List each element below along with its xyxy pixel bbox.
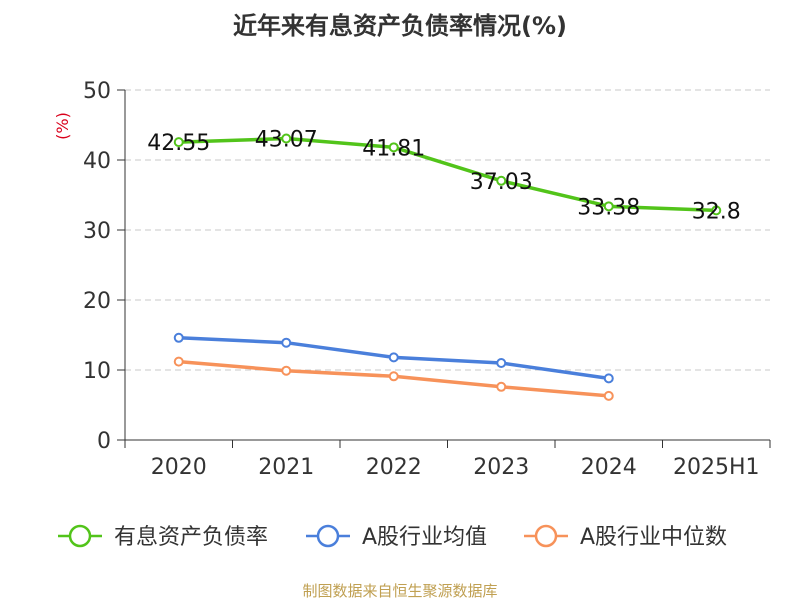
y-axis-unit-label: (%) [53,112,72,140]
gridlines [125,89,770,371]
legend-marker [68,524,92,548]
x-tick-label: 2024 [581,455,637,480]
data-point [603,390,614,401]
data-label: 43.07 [255,128,318,153]
data-point [496,358,507,368]
legend-item[interactable]: 有息资产负债率 [58,524,268,550]
data-label: 33.38 [577,195,640,220]
legend-label: A股行业中位数 [580,525,727,550]
data-point [173,356,184,367]
legend-marker [534,524,558,548]
series-line [178,136,717,213]
data-point [281,133,292,144]
data-point [281,337,292,348]
legend[interactable]: 有息资产负债率 A股行业均值 A股行业中位数 [58,524,727,550]
data-point [388,352,399,363]
x-tick-label: 2021 [258,455,314,480]
data-label: 41.81 [362,136,425,161]
data-point [388,142,399,153]
y-tick-label: 30 [83,219,111,244]
data-label: 37.03 [470,170,533,195]
series-group [173,133,722,401]
series-2 [173,332,614,384]
data-point [496,175,507,186]
data-point [603,373,614,384]
y-tick-label: 40 [83,149,111,174]
series-3 [173,356,614,401]
legend-item[interactable]: A股行业均值 [306,524,487,550]
legend-item[interactable]: A股行业中位数 [524,524,727,550]
source-note: 制图数据来自恒生聚源数据库 [302,582,497,600]
y-tick-label: 20 [83,289,111,314]
x-tick-label: 2023 [473,455,529,480]
data-point [173,137,184,148]
x-tick-label: 2020 [151,455,207,480]
data-point [603,201,614,212]
data-point [496,381,507,392]
x-tick-label: 2022 [366,455,422,480]
data-point [388,371,399,382]
legend-marker [316,524,340,548]
data-point [281,365,292,376]
y-tick-label: 10 [83,359,111,384]
data-labels: 42.55 43.07 41.81 37.03 33.38 32.8 [147,128,740,225]
chart-title: 近年来有息资产负债率情况(%) [233,12,567,40]
data-label: 42.55 [147,131,210,156]
series-1 [173,133,722,216]
data-point [173,332,184,343]
x-tick-label: 2025H1 [673,455,760,480]
axes: 0 10 20 30 40 50 2020 2021 2022 2023 2024 2025H1 [83,79,771,480]
legend-label: A股行业均值 [362,525,487,550]
y-tick-label: 50 [83,79,111,104]
legend-label: 有息资产负债率 [114,525,268,550]
data-point [711,205,722,216]
y-tick-label: 0 [97,429,111,454]
data-label: 32.8 [692,199,741,224]
